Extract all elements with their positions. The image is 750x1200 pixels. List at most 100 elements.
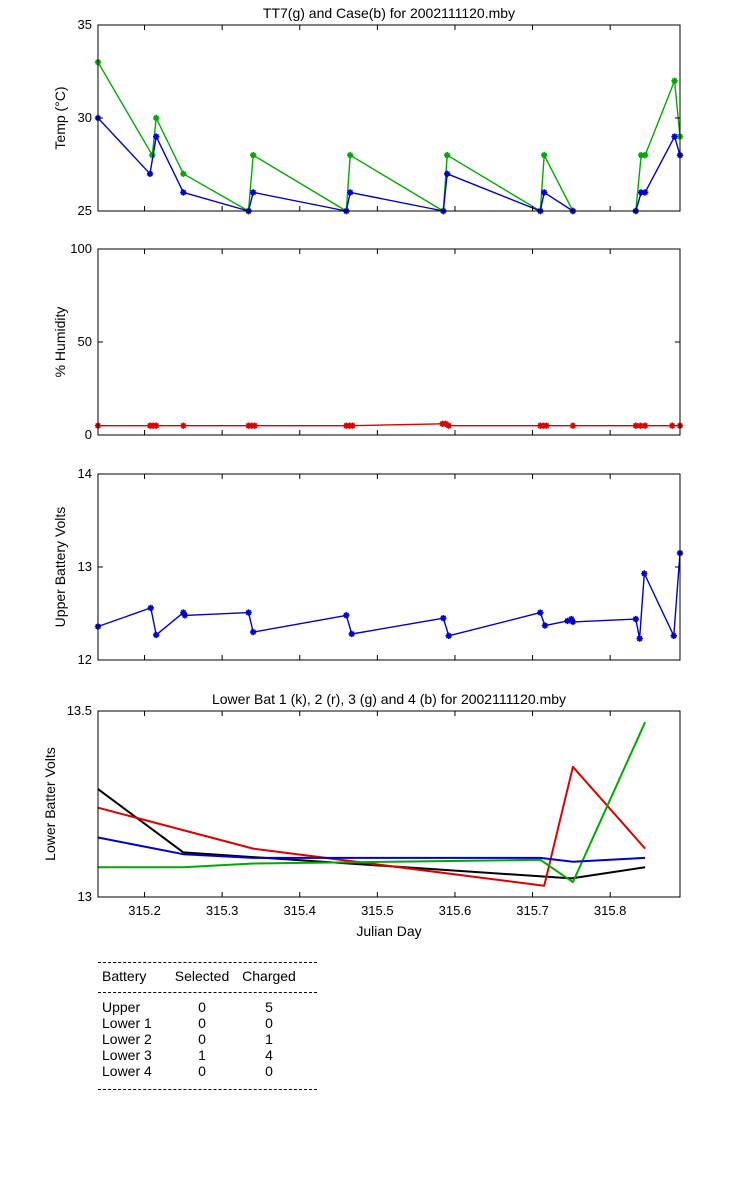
battery-charged: 0 [265,1063,273,1079]
header-battery: Battery [102,968,147,984]
data-point-marker [670,632,677,640]
y-tick-label: 0 [85,427,92,442]
battery-charged: 1 [265,1031,273,1047]
data-point-marker [440,614,447,622]
data-point-marker [180,170,187,177]
series-2 [94,114,684,215]
data-point-marker [147,604,154,612]
data-point-marker [146,170,154,177]
series-1 [94,549,684,642]
table-row: Lower 2 0 1 [98,1031,317,1047]
data-point-marker [181,612,189,619]
data-point-marker [541,189,548,196]
data-point-marker [245,609,252,616]
header-selected: Selected [174,968,230,984]
chart-title: TT7(g) and Case(b) for 2002111120.mby [263,5,515,21]
data-point-marker [250,152,257,159]
series-line [97,836,646,863]
table-row: Lower 4 0 0 [98,1063,317,1079]
data-point-marker [632,422,639,429]
series-line [97,61,681,212]
data-point-marker [564,617,571,625]
battery-selected: 0 [198,1015,206,1031]
data-point-marker [442,420,449,428]
y-tick-label: 50 [78,334,92,349]
data-point-marker [347,189,354,196]
table-bottom-rule [98,1089,317,1090]
data-point-marker [637,422,644,429]
data-point-marker [180,189,187,196]
series-1 [94,420,684,429]
series-3 [98,721,647,884]
data-point-marker [343,612,350,619]
data-point-marker [537,609,544,616]
battery-name: Lower 3 [102,1047,152,1063]
y-tick-label: 13.5 [67,703,92,718]
battery-name: Lower 4 [102,1063,152,1079]
data-point-marker [568,615,575,623]
data-point-marker [348,630,355,638]
data-point-marker [445,422,452,429]
data-point-marker [541,152,548,159]
battery-name: Upper [102,999,141,1015]
battery-name: Lower 2 [102,1031,152,1047]
y-tick-label: 12 [78,652,92,667]
data-point-marker [569,422,577,429]
table-row: Upper 0 5 [98,999,317,1015]
y-tick-label: 14 [78,466,92,481]
data-point-marker [641,422,649,429]
y-axis-label: Temp (°C) [52,86,68,149]
x-tick-label: 315.8 [594,903,627,918]
chart-title: Lower Bat 1 (k), 2 (r), 3 (g) and 4 (b) … [212,691,566,707]
battery-selected: 0 [198,999,206,1015]
series-line [97,117,681,212]
table-row: Lower 3 1 4 [98,1047,317,1063]
y-axis-label: Upper Battery Volts [52,507,68,628]
data-point-marker [541,622,549,629]
series-line [97,552,681,640]
data-point-marker [180,422,187,429]
data-point-marker [638,152,645,159]
plot-frame [97,710,681,898]
data-point-marker [445,632,452,640]
battery-selected: 1 [198,1047,206,1063]
plot-frame [97,473,681,661]
battery-status-table: Battery Selected Charged Upper 0 5 Lower… [98,962,317,1090]
chart-panel-3: 12 13 14 Upper Battery Volts [52,466,684,667]
x-tick-label: 315.6 [439,903,472,918]
table-body: Upper 0 5 Lower 1 0 0 Lower 2 0 1 Lower … [98,999,317,1079]
data-point-marker [347,152,354,159]
data-point-marker [669,422,676,429]
data-point-marker [149,152,156,159]
data-point-marker [250,189,257,196]
series-line [97,765,646,887]
data-point-marker [153,422,160,429]
data-point-marker [638,189,645,196]
table-row: Lower 1 0 0 [98,1015,317,1031]
series-line [97,788,646,880]
series-2 [97,765,646,887]
y-tick-label: 35 [78,17,92,32]
series-1 [97,788,646,880]
data-point-marker [250,628,257,636]
y-tick-label: 13 [78,889,92,904]
chart-panel-2: 0 50 100 % Humidity [52,241,684,442]
charts-canvas: 25 30 35 TT7(g) and Case(b) for 2002111120.… [42,5,684,939]
chart-panel-1: 25 30 35 TT7(g) and Case(b) for 2002111120.… [52,5,684,218]
battery-charged: 4 [265,1047,273,1063]
y-axis-label: Lower Batter Volts [42,747,58,861]
x-axis-label: Julian Day [356,923,421,939]
header-charged: Charged [242,968,296,984]
table-top-rule [98,962,317,963]
data-point-marker [671,133,678,140]
data-point-marker [251,422,258,429]
chart-panel-4: 13 13.5 315.2 315.3 315.4 315.5 315.6 315.7 315.… [42,691,681,939]
plot-frame [97,248,681,436]
table-header-rule [98,992,317,993]
data-point-marker [153,133,160,140]
data-point-marker [543,422,550,429]
table-header-row: Battery Selected Charged [98,967,317,985]
data-point-marker [636,635,643,642]
y-tick-label: 13 [78,559,92,574]
data-point-marker [153,631,160,639]
